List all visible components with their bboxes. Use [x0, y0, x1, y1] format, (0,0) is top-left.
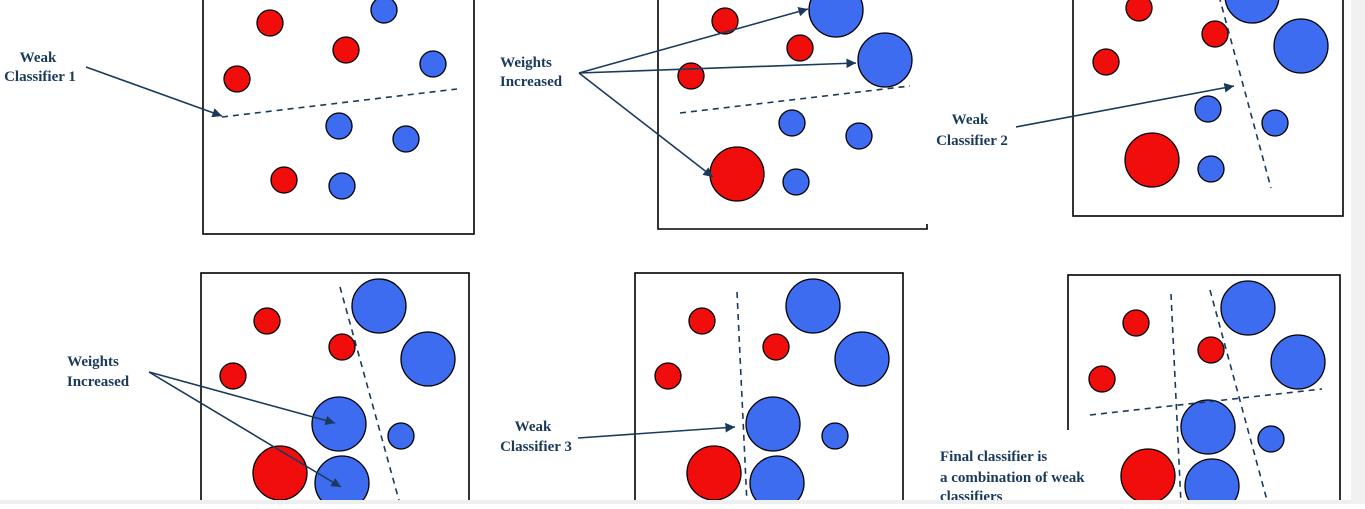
blue-point [371, 0, 397, 23]
red-point [787, 35, 813, 61]
blue-point-weighted [352, 279, 406, 333]
red-point [763, 334, 789, 360]
blue-point [388, 423, 414, 449]
blue-point-weighted [1274, 19, 1328, 73]
final-classifier-label-line2: a combination of weak [940, 470, 1085, 486]
red-point [333, 37, 359, 63]
weights-increased-1-label-line2: Increased [500, 74, 563, 90]
red-point [655, 363, 681, 389]
red-point [678, 63, 704, 89]
blue-point-weighted [786, 279, 840, 333]
weak-classifier-2-label-line1: Weak [952, 112, 989, 128]
weak-classifier-1-label-line2: Classifier 1 [4, 69, 76, 85]
red-point-weighted [1121, 449, 1175, 503]
blue-point-weighted [312, 397, 366, 451]
weak-classifier-3-arrow [578, 427, 735, 438]
panel-1: Weak Classifier 1 [4, 0, 474, 234]
blue-point-weighted [315, 456, 369, 504]
blue-point-weighted [809, 0, 863, 37]
horizontal-scrollbar[interactable] [0, 500, 1351, 504]
final-classifier-label-line1: Final classifier is [940, 449, 1047, 465]
red-point-weighted [710, 147, 764, 201]
red-point [257, 10, 283, 36]
weak-classifier-1-label-line1: Weak [20, 50, 57, 66]
blue-point [420, 51, 446, 77]
red-point [689, 308, 715, 334]
weak-classifier-1-arrow [86, 67, 222, 116]
blue-point-weighted [1225, 0, 1279, 23]
weights-increased-1-label-line1: Weights [500, 55, 552, 71]
red-point [220, 363, 246, 389]
weak-classifier-2-label-line2: Classifier 2 [936, 133, 1008, 149]
weak-classifier-3-label-line2: Classifier 3 [500, 439, 572, 455]
red-point [1123, 310, 1149, 336]
red-point [1198, 337, 1224, 363]
panel-4: Weights Increased [67, 273, 469, 504]
red-point [1093, 49, 1119, 75]
weights-increased-arrow [579, 63, 856, 73]
red-point [1202, 21, 1228, 47]
blue-point-weighted [835, 332, 889, 386]
blue-point [329, 173, 355, 199]
red-point [1089, 366, 1115, 392]
weak-classifier-3-label-line1: Weak [515, 419, 552, 435]
blue-point [393, 126, 419, 152]
blue-point [822, 423, 848, 449]
blue-point [1198, 156, 1224, 182]
blue-point [1262, 110, 1288, 136]
blue-point-weighted [858, 33, 912, 87]
blue-point-weighted [1271, 335, 1325, 389]
red-point [329, 334, 355, 360]
blue-point [1195, 96, 1221, 122]
blue-point [846, 123, 872, 149]
blue-point-weighted [1185, 459, 1239, 504]
red-point [224, 66, 250, 92]
blue-point-weighted [750, 456, 804, 504]
panel-3: Weak Classifier 2 [936, 0, 1343, 216]
blue-point [1258, 426, 1284, 452]
weights-increased-2-label-line1: Weights [67, 354, 119, 370]
blue-point-weighted [746, 397, 800, 451]
previous-boundary [680, 86, 910, 113]
blue-point [326, 113, 352, 139]
panel-2: Weights Increased [500, 0, 927, 229]
weights-increased-2-label-line2: Increased [67, 374, 130, 390]
panel-6: Final classifier is a combination of wea… [930, 275, 1340, 504]
panel-5: Weak Classifier 3 [500, 273, 903, 504]
red-point [271, 167, 297, 193]
red-point [254, 308, 280, 334]
blue-point-weighted [1221, 281, 1275, 335]
blue-point-weighted [1181, 400, 1235, 454]
red-point-weighted [1125, 133, 1179, 187]
red-point-weighted [687, 446, 741, 500]
blue-point-weighted [401, 332, 455, 386]
blue-point [779, 110, 805, 136]
vertical-scrollbar[interactable] [1351, 0, 1365, 504]
red-point [1126, 0, 1152, 21]
red-point-weighted [253, 446, 307, 500]
blue-point [783, 169, 809, 195]
